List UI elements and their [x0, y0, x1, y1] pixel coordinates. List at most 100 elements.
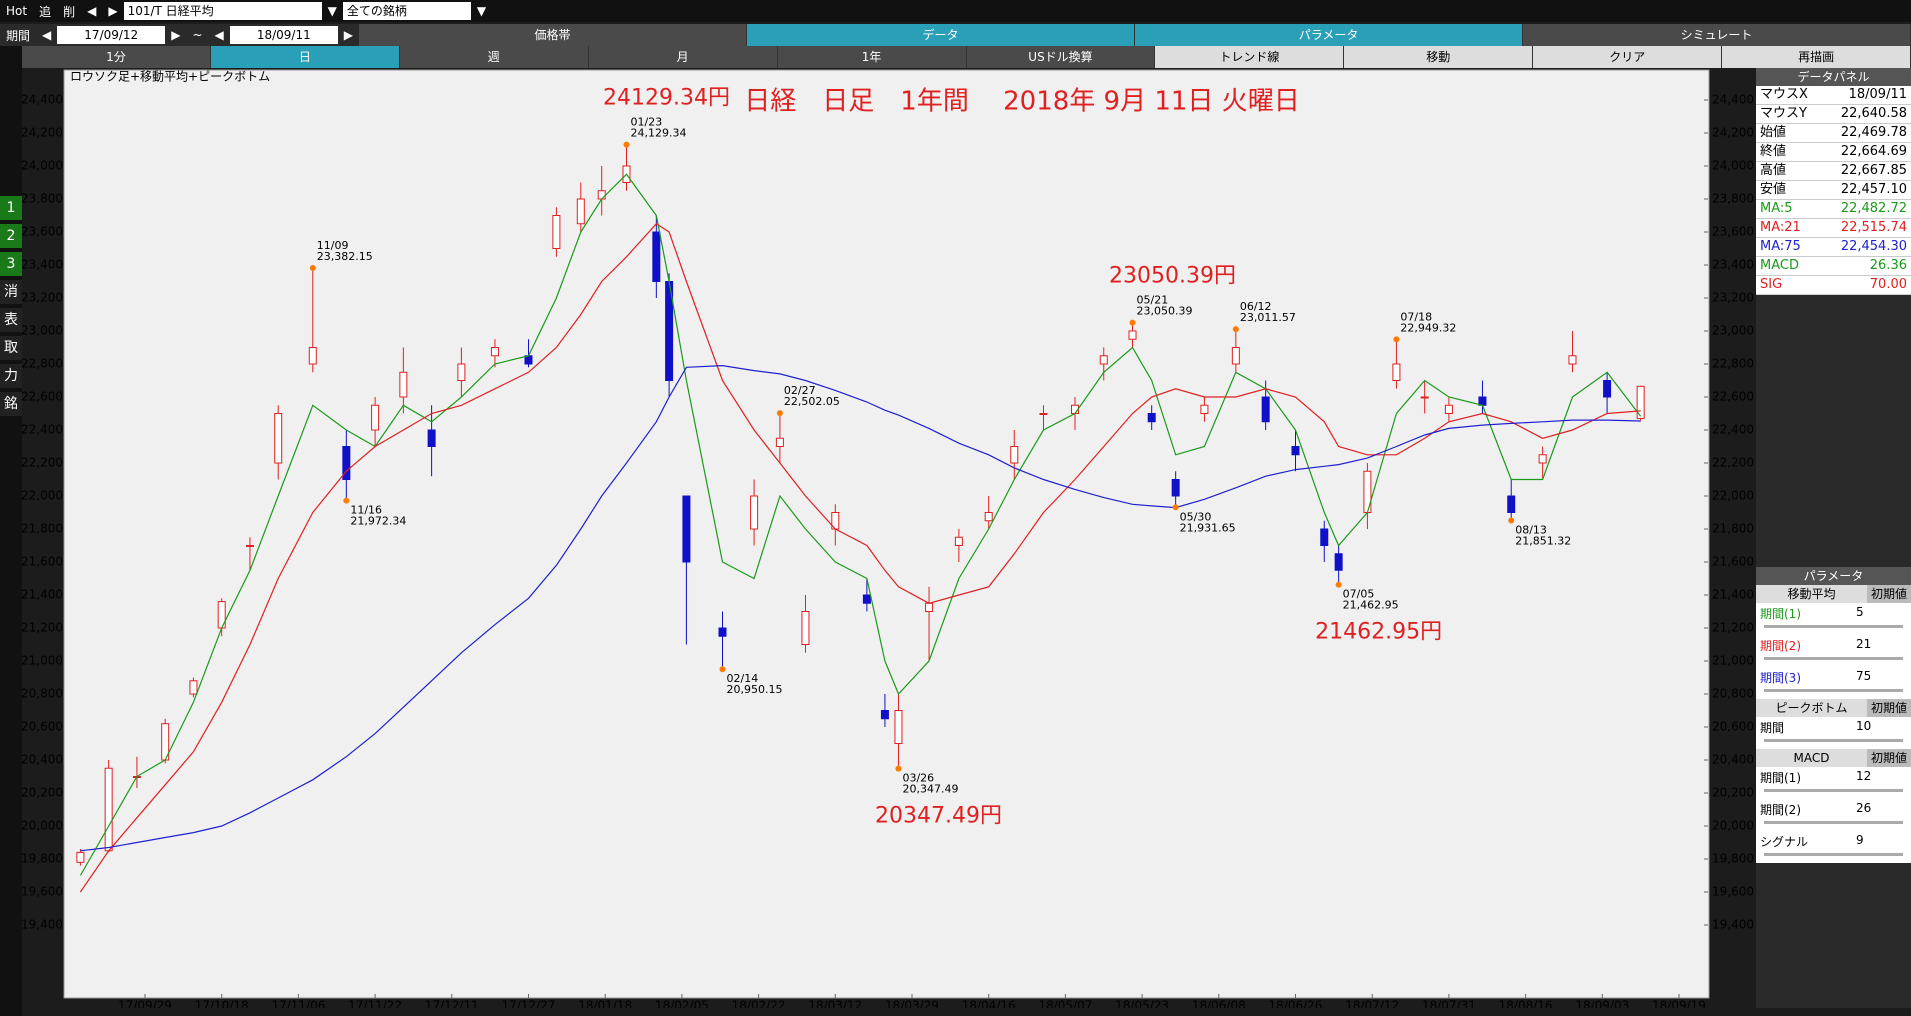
param-value: 75: [1856, 669, 1872, 683]
moving-average-line: [79, 173, 1642, 876]
data-row: MA:75 22,454.30: [1756, 238, 1911, 257]
hot-button[interactable]: Hot: [6, 4, 28, 18]
param-item: 期間(1) 5: [1756, 603, 1911, 635]
from-field[interactable]: 17/09/12: [57, 26, 166, 44]
x-tick-label: 18/01/18: [578, 999, 632, 1009]
moving-average-line: [79, 223, 1641, 893]
reset-button[interactable]: 初期値: [1867, 699, 1911, 717]
sidebar-button[interactable]: 銘: [0, 392, 22, 416]
universe-field[interactable]: 全ての銘柄: [342, 2, 471, 20]
param-slider[interactable]: [1764, 853, 1903, 856]
y-tick-label: 23,000: [1712, 324, 1754, 338]
reset-button[interactable]: 初期値: [1867, 749, 1911, 767]
sidebar-button[interactable]: 力: [0, 364, 22, 388]
delete-button[interactable]: 削: [63, 4, 76, 19]
tab[interactable]: シミュレート: [1523, 24, 1911, 46]
reset-button[interactable]: 初期値: [1867, 585, 1911, 603]
period-bar: 期間 ◀ 17/09/12 ▶ ~ ◀ 18/09/11 ▶ 価格帯 データ パラメ…: [0, 24, 1911, 46]
next-button[interactable]: ▶: [108, 4, 118, 18]
param-slider[interactable]: [1764, 689, 1903, 692]
data-label: マウスX: [1760, 87, 1808, 102]
range-button[interactable]: 週: [399, 46, 589, 68]
y-tick-label: 22,400: [1712, 423, 1754, 437]
symbol-field[interactable]: 101/T 日経平均: [123, 2, 322, 20]
to-field[interactable]: 18/09/11: [229, 26, 338, 44]
candle-body: [1334, 553, 1343, 571]
param-label: シグナル: [1760, 835, 1809, 849]
prev-button[interactable]: ◀: [87, 4, 97, 18]
candle-body: [1603, 380, 1612, 398]
candle-body: [1444, 404, 1453, 414]
candle-body: [1507, 495, 1516, 513]
param-slider[interactable]: [1764, 739, 1903, 742]
peak-value: 23,382.15: [317, 250, 373, 263]
dropdown[interactable]: ▼: [327, 4, 337, 18]
tab[interactable]: データ: [747, 24, 1136, 46]
x-tick-label: 17/10/18: [195, 999, 249, 1009]
candle-body: [308, 347, 317, 365]
range-button[interactable]: トレンド線: [1155, 46, 1345, 68]
range-button[interactable]: USドル換算: [966, 46, 1156, 68]
candle-body: [552, 215, 561, 249]
data-value: 22,664.69: [1840, 144, 1907, 159]
data-label: 終値: [1760, 144, 1787, 159]
range-button[interactable]: 日: [210, 46, 400, 68]
param-item: 期間(1) 12: [1756, 767, 1911, 799]
range-button[interactable]: 月: [588, 46, 778, 68]
next-button[interactable]: ▶: [171, 28, 181, 42]
data-label: 始値: [1760, 125, 1787, 140]
prev-button[interactable]: ◀: [42, 28, 52, 42]
y-tick-label: 24,400: [22, 93, 63, 107]
y-tick-label: 22,600: [1712, 390, 1754, 404]
peak-value: 21,462.95: [1343, 599, 1399, 612]
peak-date: 02/27: [784, 384, 816, 397]
peak-callout: 20347.49円: [875, 804, 1002, 829]
add-button[interactable]: 追: [39, 4, 52, 19]
param-slider[interactable]: [1764, 657, 1903, 660]
tab[interactable]: パラメータ: [1135, 24, 1524, 46]
data-value: 70.00: [1869, 277, 1907, 292]
range-button[interactable]: 再描画: [1722, 46, 1911, 68]
data-row: マウスY 22,640.58: [1756, 105, 1911, 124]
sidebar-button[interactable]: 表: [0, 308, 22, 332]
sidebar-button[interactable]: 1: [0, 196, 22, 220]
range-button[interactable]: 移動: [1344, 46, 1534, 68]
peak-marker: [1232, 326, 1239, 333]
sidebar-button[interactable]: 3: [0, 252, 22, 276]
peak-marker: [343, 497, 350, 504]
param-slider[interactable]: [1764, 789, 1903, 792]
section-header: MACD 初期値: [1756, 749, 1911, 767]
y-tick-label: 22,000: [1712, 489, 1754, 503]
sidebar-button[interactable]: 消: [0, 280, 22, 304]
candle-body: [189, 680, 198, 695]
candle-body: [1420, 396, 1429, 399]
range-button[interactable]: クリア: [1533, 46, 1723, 68]
x-tick-label: 17/11/06: [271, 999, 325, 1009]
next-button[interactable]: ▶: [343, 28, 354, 42]
y-tick-label: 20,000: [22, 819, 63, 833]
peak-date: 07/05: [1343, 588, 1375, 601]
y-tick-label: 21,000: [22, 654, 63, 668]
prev-button[interactable]: ◀: [214, 28, 224, 42]
y-tick-label: 21,400: [1712, 588, 1754, 602]
data-value: 22,469.78: [1840, 125, 1907, 140]
peak-callout: 24129.34円: [603, 86, 730, 111]
param-slider[interactable]: [1764, 625, 1903, 628]
y-tick-label: 22,000: [22, 489, 63, 503]
sidebar-button[interactable]: 取: [0, 336, 22, 360]
tab[interactable]: 価格帯: [359, 24, 748, 46]
data-label: マウスY: [1760, 106, 1807, 121]
data-label: 高値: [1760, 163, 1787, 178]
dropdown[interactable]: ▼: [476, 4, 487, 18]
plot-area: [63, 69, 1710, 999]
peak-callout: 23050.39円: [1109, 264, 1236, 289]
sidebar-button[interactable]: 2: [0, 224, 22, 248]
range-button[interactable]: 1年: [777, 46, 967, 68]
peak-value: 23,011.57: [1240, 311, 1296, 324]
data-label: MA:21: [1760, 220, 1801, 235]
param-slider[interactable]: [1764, 821, 1903, 824]
range-button[interactable]: 1分: [22, 46, 211, 68]
x-tick-label: 18/03/12: [808, 999, 862, 1009]
candle-body: [1538, 454, 1547, 464]
y-tick-label: 24,000: [22, 159, 63, 173]
